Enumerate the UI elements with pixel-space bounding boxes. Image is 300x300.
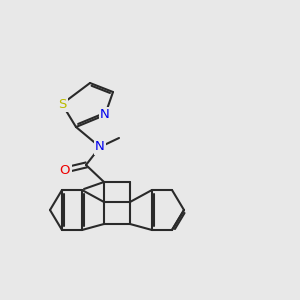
Text: N: N xyxy=(100,109,110,122)
Text: N: N xyxy=(95,140,105,154)
Text: O: O xyxy=(60,164,70,176)
Text: S: S xyxy=(58,98,66,110)
